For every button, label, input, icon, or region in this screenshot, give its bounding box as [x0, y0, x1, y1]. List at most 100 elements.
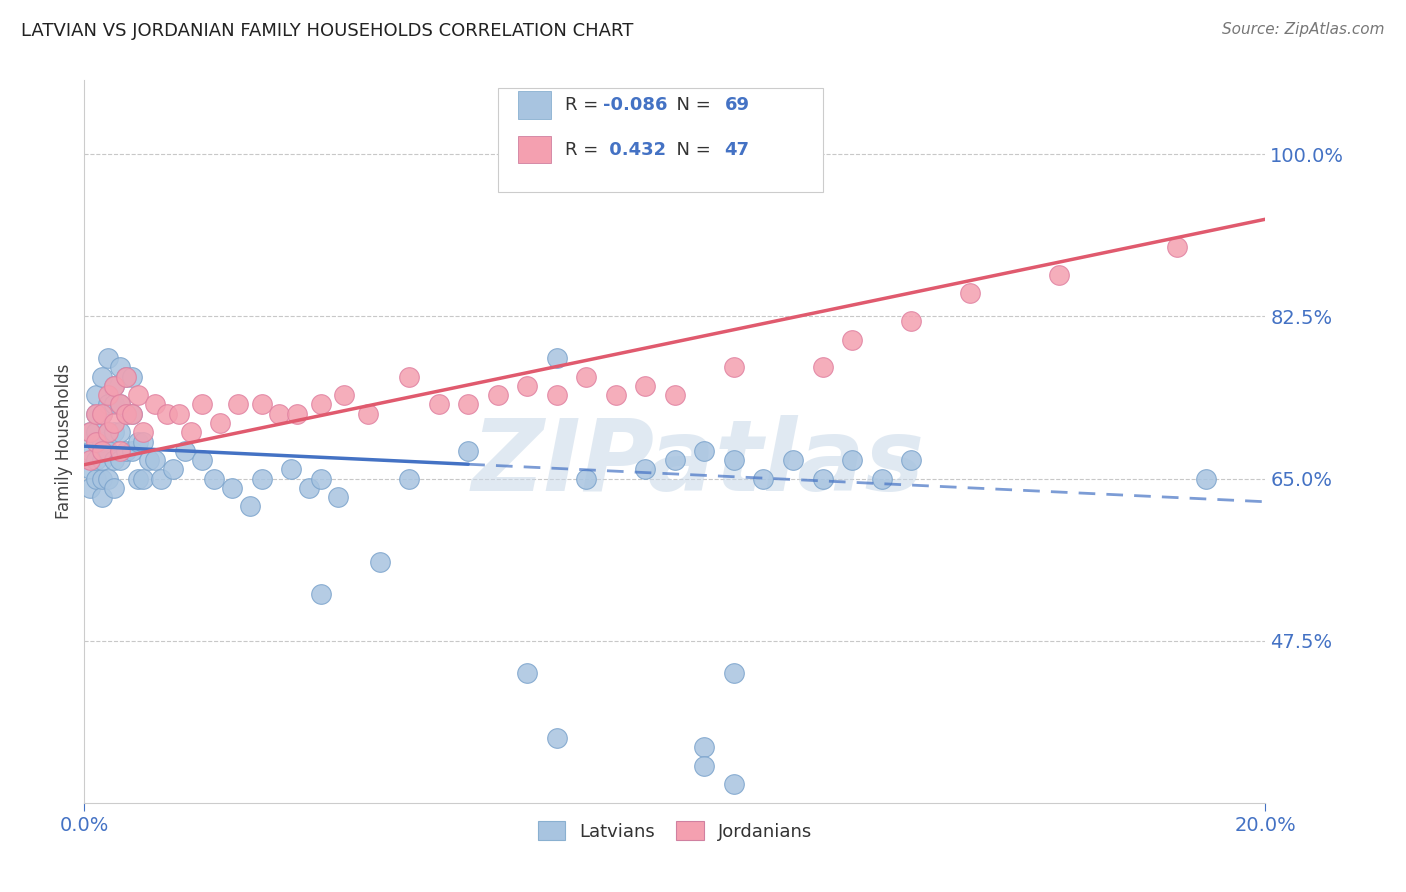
FancyBboxPatch shape	[517, 91, 551, 119]
Point	[870, 472, 893, 486]
Point	[97, 472, 120, 486]
Point	[121, 369, 143, 384]
Point	[103, 379, 125, 393]
Point	[143, 397, 166, 411]
Point	[121, 443, 143, 458]
Point	[605, 388, 627, 402]
Point	[723, 453, 745, 467]
Point	[427, 397, 450, 411]
Point	[108, 360, 131, 375]
Point	[516, 666, 538, 681]
Point	[114, 369, 136, 384]
Point	[108, 397, 131, 411]
Point	[91, 453, 114, 467]
Point	[108, 425, 131, 440]
Point	[723, 666, 745, 681]
Point	[328, 490, 350, 504]
Point	[79, 443, 101, 458]
Point	[84, 407, 107, 421]
Point	[693, 443, 716, 458]
Point	[127, 434, 149, 449]
Point	[280, 462, 302, 476]
Point	[114, 369, 136, 384]
Point	[546, 731, 568, 745]
Point	[664, 388, 686, 402]
Point	[546, 388, 568, 402]
Point	[150, 472, 173, 486]
Point	[162, 462, 184, 476]
Point	[97, 351, 120, 366]
Text: N =: N =	[665, 141, 717, 159]
Point	[127, 388, 149, 402]
Point	[221, 481, 243, 495]
Point	[693, 758, 716, 772]
Point	[368, 555, 391, 569]
Point	[309, 472, 332, 486]
Point	[841, 333, 863, 347]
Point	[84, 453, 107, 467]
Point	[309, 587, 332, 601]
Point	[103, 481, 125, 495]
Point	[132, 472, 155, 486]
Point	[398, 369, 420, 384]
Point	[173, 443, 195, 458]
Point	[250, 472, 273, 486]
Text: Source: ZipAtlas.com: Source: ZipAtlas.com	[1222, 22, 1385, 37]
Point	[723, 360, 745, 375]
Point	[97, 397, 120, 411]
Point	[79, 481, 101, 495]
Point	[575, 369, 598, 384]
Point	[121, 407, 143, 421]
Point	[79, 462, 101, 476]
Point	[191, 397, 214, 411]
Point	[103, 453, 125, 467]
Point	[91, 407, 114, 421]
Point	[132, 425, 155, 440]
Point	[138, 453, 160, 467]
Point	[575, 472, 598, 486]
Point	[97, 443, 120, 458]
Legend: Latvians, Jordanians: Latvians, Jordanians	[530, 814, 820, 848]
Point	[167, 407, 190, 421]
Point	[91, 369, 114, 384]
Point	[486, 388, 509, 402]
Point	[285, 407, 308, 421]
Point	[84, 472, 107, 486]
Point	[91, 443, 114, 458]
Point	[84, 425, 107, 440]
Point	[634, 379, 657, 393]
Point	[103, 416, 125, 430]
Point	[900, 314, 922, 328]
Point	[91, 407, 114, 421]
Point	[132, 434, 155, 449]
Point	[693, 740, 716, 755]
Y-axis label: Family Households: Family Households	[55, 364, 73, 519]
Text: R =: R =	[565, 95, 605, 114]
Point	[127, 472, 149, 486]
Point	[91, 490, 114, 504]
Text: -0.086: -0.086	[603, 95, 668, 114]
FancyBboxPatch shape	[517, 136, 551, 163]
Point	[114, 407, 136, 421]
Point	[752, 472, 775, 486]
Point	[782, 453, 804, 467]
Point	[84, 407, 107, 421]
Point	[298, 481, 321, 495]
Point	[1047, 268, 1070, 282]
Point	[1195, 472, 1218, 486]
Text: R =: R =	[565, 141, 605, 159]
Point	[108, 443, 131, 458]
Point	[457, 443, 479, 458]
Point	[108, 453, 131, 467]
Text: 69: 69	[724, 95, 749, 114]
Point	[156, 407, 179, 421]
Point	[546, 351, 568, 366]
Text: ZIPatlas: ZIPatlas	[472, 415, 925, 512]
Point	[84, 434, 107, 449]
Point	[209, 416, 232, 430]
Point	[97, 388, 120, 402]
Point	[79, 453, 101, 467]
Point	[143, 453, 166, 467]
Point	[91, 434, 114, 449]
Point	[269, 407, 291, 421]
